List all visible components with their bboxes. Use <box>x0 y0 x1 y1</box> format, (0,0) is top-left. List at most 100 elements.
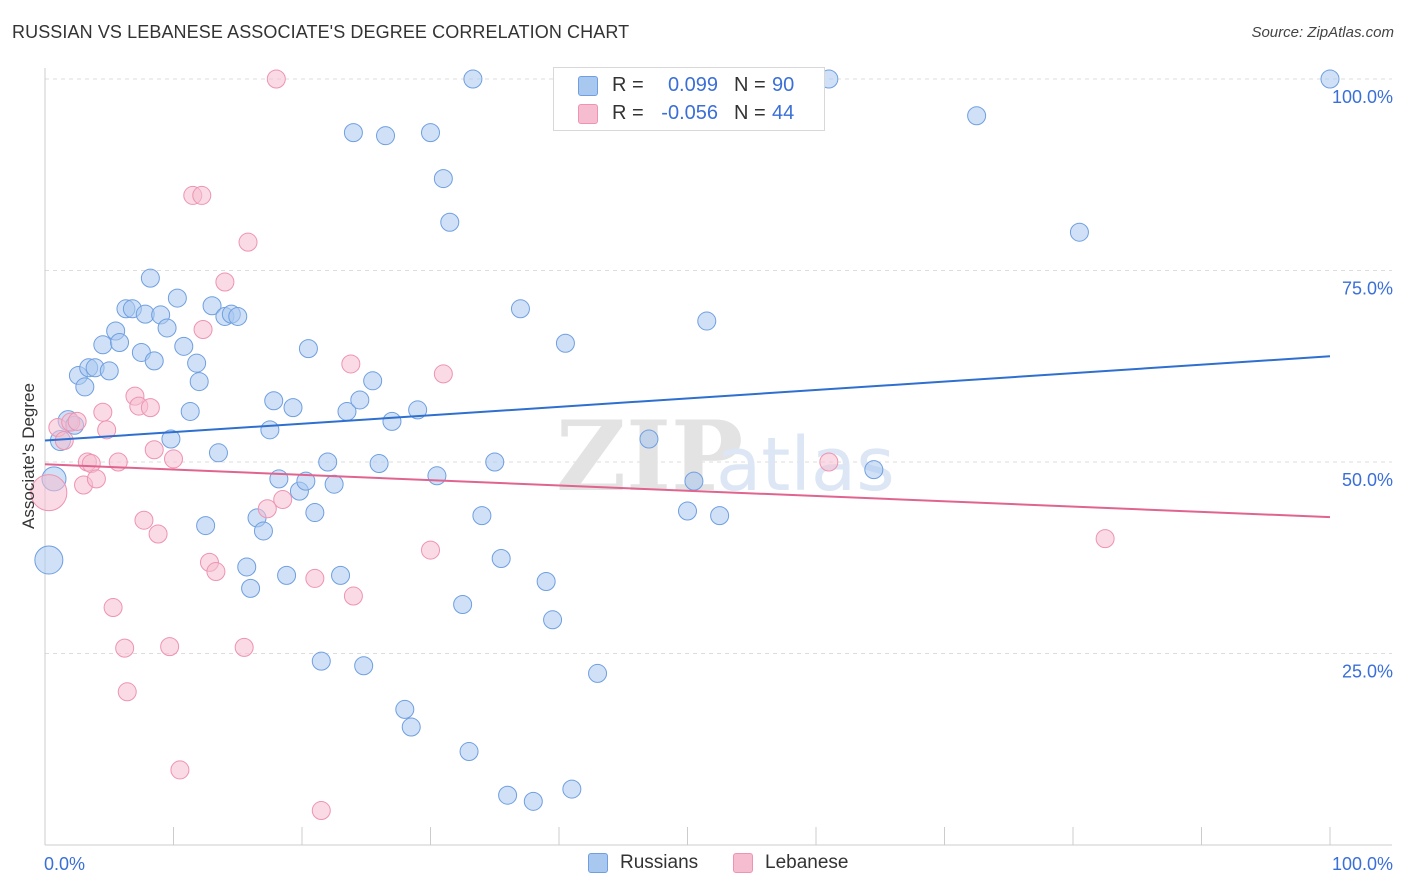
lebanese-point <box>311 801 331 821</box>
russians-point <box>187 353 207 373</box>
russians-point <box>331 565 351 585</box>
lebanese-point <box>86 469 106 489</box>
russians-point <box>376 126 396 146</box>
russians-legend-label: Russians <box>620 852 699 873</box>
lebanese-point <box>1095 529 1115 549</box>
lebanese-point <box>305 568 325 588</box>
russians-point <box>427 466 447 486</box>
russians-point <box>1069 222 1089 242</box>
lebanese-point <box>97 420 117 440</box>
russians-point <box>433 169 453 189</box>
y-tick-label: 50.0% <box>1342 470 1393 490</box>
x-tick-label: 100.0% <box>1332 854 1393 874</box>
russians-point <box>277 565 297 585</box>
lebanese-point <box>144 440 164 460</box>
lebanese-point <box>215 272 235 292</box>
russians-r-value: 0.099 <box>667 74 718 96</box>
russians-point <box>463 69 483 89</box>
russians-swatch <box>578 76 598 96</box>
russians-point <box>639 429 659 449</box>
russians-point <box>260 420 280 440</box>
r-label: R = <box>612 102 644 124</box>
russians-point <box>382 411 402 431</box>
y-tick-label: 25.0% <box>1342 662 1393 682</box>
russians-point <box>318 452 338 472</box>
russians-point <box>75 377 95 397</box>
russians-point <box>588 663 608 683</box>
russians-point <box>296 471 316 491</box>
lebanese-point <box>193 319 213 339</box>
russians-point <box>189 372 209 392</box>
russians-point <box>93 335 113 355</box>
russians-point <box>343 123 363 143</box>
russians-point <box>264 391 284 411</box>
lebanese-point <box>103 598 123 618</box>
russians-point <box>180 401 200 421</box>
russians-point <box>536 571 556 591</box>
watermark: ZIP atlas <box>556 400 895 513</box>
russians-point <box>510 299 530 319</box>
russians-point <box>363 371 383 391</box>
lebanese-point <box>341 354 361 374</box>
lebanese-trend-line <box>44 463 1331 519</box>
russians-point <box>453 594 473 614</box>
lebanese-legend-label: Lebanese <box>765 852 849 873</box>
russians-point <box>157 318 177 338</box>
lebanese-point <box>234 637 254 657</box>
lebanese-point <box>93 402 113 422</box>
russians-point <box>864 460 884 480</box>
source-label: Source: ZipAtlas.com <box>1251 24 1394 41</box>
russians-point <box>140 268 160 288</box>
russians-point <box>555 333 575 353</box>
russians-point <box>395 699 415 719</box>
lebanese-point <box>257 499 277 519</box>
y-tick-label: 75.0% <box>1342 279 1393 299</box>
chart-title: RUSSIAN VS LEBANESE ASSOCIATE'S DEGREE C… <box>12 22 630 42</box>
lebanese-point <box>206 562 226 582</box>
russians-point <box>269 469 289 489</box>
russians-point <box>678 501 697 521</box>
russians-point <box>697 311 717 331</box>
russians-trend-line <box>44 355 1331 442</box>
russians-point <box>110 333 130 353</box>
russians-point <box>369 454 389 474</box>
tick-labels: 25.0% 50.0% 75.0% 100.0% 0.0% 100.0% <box>44 87 1393 874</box>
russians-point <box>228 306 248 326</box>
lebanese-n-value: 44 <box>772 102 795 124</box>
russians-point <box>967 106 987 126</box>
lebanese-point <box>266 69 286 89</box>
r-label: R = <box>612 74 644 96</box>
lebanese-point <box>433 364 453 384</box>
lebanese-point <box>140 398 160 418</box>
russians-point <box>283 398 303 418</box>
russians-point <box>253 521 273 541</box>
lebanese-point <box>170 760 190 780</box>
russians-point <box>298 339 318 359</box>
lebanese-point <box>343 586 363 606</box>
y-axis-label: Associate's Degree <box>19 383 38 529</box>
russians-legend-swatch <box>588 853 608 873</box>
n-label: N = <box>734 74 766 96</box>
x-tick-label: 0.0% <box>44 854 85 874</box>
russians-point <box>34 545 64 575</box>
russians-point <box>684 471 704 491</box>
lebanese-swatch <box>578 104 598 124</box>
russians-point <box>202 296 222 316</box>
lebanese-point <box>192 185 212 205</box>
russians-point <box>421 123 440 143</box>
russians-point <box>208 443 228 463</box>
russians-point <box>174 336 194 356</box>
y-tick-label: 100.0% <box>1332 87 1393 107</box>
russians-point <box>562 779 582 799</box>
russians-point <box>459 742 479 762</box>
russians-point <box>485 452 505 472</box>
russians-point <box>161 429 181 449</box>
russians-point <box>350 390 370 410</box>
lebanese-point <box>421 540 440 560</box>
russians-point <box>144 351 164 371</box>
russians-point <box>324 474 344 494</box>
russians-point <box>196 516 216 536</box>
lebanese-point <box>819 452 839 472</box>
russians-point <box>305 503 325 523</box>
